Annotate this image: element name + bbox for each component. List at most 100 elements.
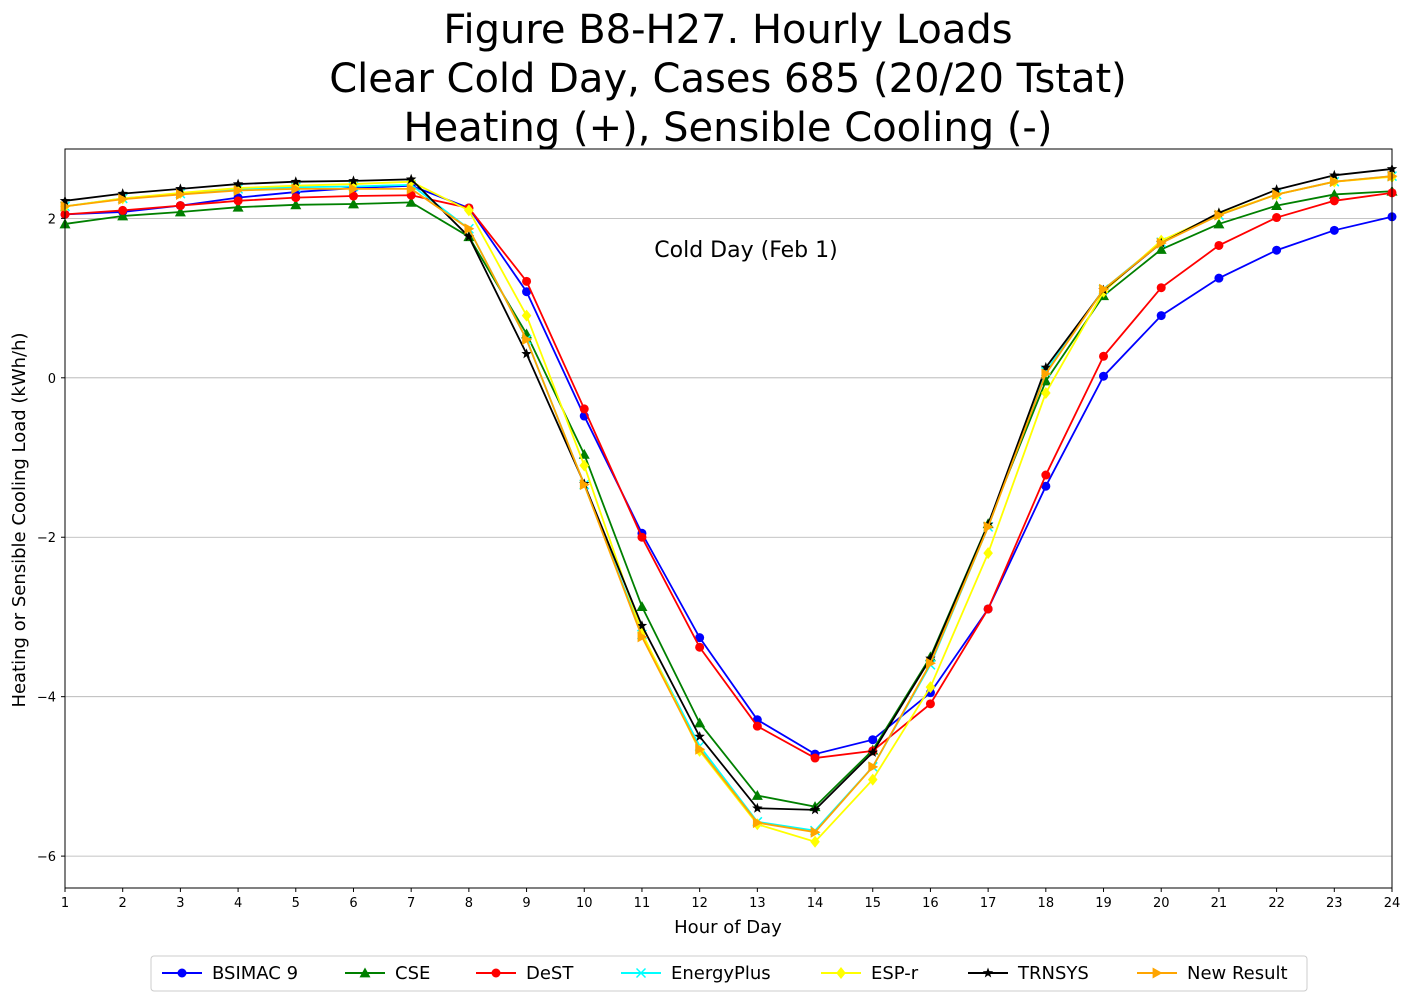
- data-point-new-result: [464, 223, 475, 235]
- data-point-dest: [637, 532, 647, 542]
- chart-title-line-2: Clear Cold Day, Cases 685 (20/20 Tstat): [329, 56, 1127, 102]
- series-new-result: [60, 170, 1398, 838]
- x-tick-label: 3: [176, 896, 184, 911]
- data-point-trnsys: [867, 746, 878, 757]
- data-point-new-result: [349, 183, 359, 195]
- data-point-bsimac-9: [1214, 273, 1224, 283]
- x-tick-label: 22: [1268, 896, 1285, 911]
- data-point-dest: [175, 201, 185, 211]
- legend-entry-dest: DeST: [476, 963, 574, 984]
- data-point-bsimac-9: [695, 633, 705, 643]
- data-point-dest: [291, 193, 301, 203]
- data-point-cse: [405, 196, 417, 207]
- legend-label: EnergyPlus: [671, 963, 771, 984]
- data-point-bsimac-9: [1272, 245, 1282, 255]
- x-tick-label: 5: [292, 896, 300, 911]
- data-point-cse: [232, 201, 244, 212]
- legend-label: CSE: [395, 963, 430, 984]
- data-point-esp-r: [464, 204, 474, 217]
- data-point-new-result: [1214, 209, 1225, 221]
- data-point-cse: [1213, 218, 1225, 229]
- y-axis-ticks: −6 −4 −2 0 2: [37, 212, 65, 865]
- x-tick-label: 24: [1384, 896, 1401, 911]
- y-tick-label: 0: [48, 372, 56, 387]
- cold-day-annotation: Cold Day (Feb 1): [654, 238, 837, 263]
- legend-entry-bsimac-9: BSIMAC 9: [162, 963, 298, 984]
- data-point-esp-r: [925, 681, 936, 694]
- series-line-cse: [64, 190, 1393, 808]
- x-tick-label: 17: [980, 896, 997, 911]
- data-point-dest: [925, 699, 935, 709]
- data-point-trnsys: [521, 348, 532, 359]
- x-tick-label: 23: [1326, 896, 1343, 911]
- legend-label: TRNSYS: [1017, 963, 1089, 984]
- data-point-trnsys: [1271, 184, 1282, 195]
- x-tick-label: 13: [749, 896, 766, 911]
- data-point-new-result: [983, 521, 994, 533]
- data-point-cse: [1271, 200, 1283, 211]
- legend-swatch-marker: [982, 967, 994, 978]
- data-point-new-result: [406, 183, 417, 195]
- legend-swatch-marker: [836, 967, 846, 979]
- series-line-dest: [64, 191, 1393, 759]
- gridlines: [65, 217, 1392, 857]
- series-line-esp-r: [64, 176, 1393, 843]
- data-point-trnsys: [117, 188, 128, 199]
- data-point-new-result: [637, 631, 648, 643]
- data-point-trnsys: [752, 802, 763, 813]
- data-point-dest: [348, 191, 358, 201]
- legend-entry-cse: CSE: [345, 963, 430, 984]
- legend: BSIMAC 9 CSE DeST EnergyPlus ESP-r TRNSYS New …: [150, 955, 1308, 992]
- x-tick-label: 14: [807, 896, 824, 911]
- data-point-cse: [174, 206, 186, 217]
- x-tick-label: 7: [407, 896, 415, 911]
- legend-swatch-marker: [635, 967, 647, 979]
- series-line-bsimac-9: [64, 184, 1393, 756]
- x-tick-label: 20: [1153, 896, 1170, 911]
- y-tick-label: −4: [37, 691, 56, 706]
- data-point-cse: [1328, 188, 1340, 199]
- data-point-new-result: [60, 200, 71, 212]
- chart-title-line-1: Figure B8-H27. Hourly Loads: [443, 7, 1012, 53]
- data-point-new-result: [522, 334, 533, 346]
- legend-swatch-marker: [359, 967, 371, 978]
- data-point-bsimac-9: [1099, 371, 1109, 381]
- legend-label: DeST: [526, 963, 574, 984]
- x-tick-label: 19: [1095, 896, 1112, 911]
- data-point-cse: [1155, 243, 1167, 254]
- data-point-new-result: [1272, 188, 1283, 200]
- x-tick-label: 4: [234, 896, 242, 911]
- data-point-trnsys: [463, 231, 475, 242]
- x-axis-ticks: 1 2 3 4 5 6 7 8 9 10 11 12 13 14 15 16 17 18 19 20 21 22 23 24: [61, 888, 1400, 911]
- data-point-esp-r: [810, 835, 820, 848]
- x-tick-label: 1: [61, 896, 69, 911]
- data-point-dest: [579, 404, 589, 414]
- legend-entry-new-result: New Result: [1137, 963, 1288, 984]
- legend-label: ESP-r: [871, 963, 919, 984]
- data-point-dest: [233, 196, 243, 206]
- legend-label: BSIMAC 9: [212, 963, 298, 984]
- data-point-trnsys: [1329, 169, 1340, 180]
- plot-frame: [64, 148, 1393, 889]
- data-point-trnsys: [694, 731, 705, 741]
- data-point-trnsys: [348, 175, 359, 186]
- data-point-dest: [983, 604, 993, 614]
- data-point-cse: [290, 199, 302, 210]
- y-tick-label: −2: [37, 531, 56, 546]
- data-point-bsimac-9: [1329, 225, 1339, 235]
- data-point-trnsys: [405, 173, 417, 184]
- data-point-esp-r: [579, 459, 590, 472]
- chart-title-line-3: Heating (+), Sensible Cooling (-): [404, 105, 1053, 151]
- data-point-bsimac-9: [1041, 481, 1051, 491]
- x-tick-label: 2: [119, 896, 127, 911]
- series-energyplus: [59, 171, 1398, 836]
- data-point-new-result: [233, 184, 244, 196]
- series-dest: [60, 188, 1397, 763]
- data-point-bsimac-9: [522, 287, 532, 297]
- legend-swatch-marker: [177, 968, 187, 978]
- data-point-cse: [117, 210, 129, 221]
- data-point-trnsys: [809, 804, 821, 815]
- data-point-new-result: [810, 826, 821, 838]
- legend-entry-energyplus: EnergyPlus: [621, 963, 771, 984]
- data-point-new-result: [118, 193, 129, 205]
